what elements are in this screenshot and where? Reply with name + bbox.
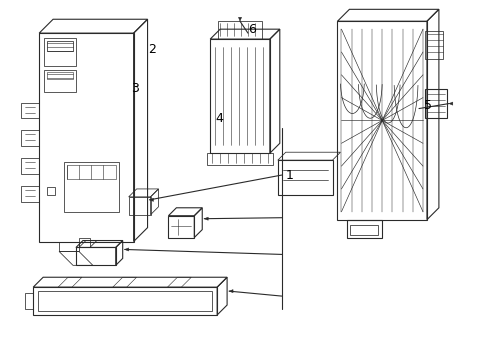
Text: 1: 1 — [286, 168, 294, 181]
Polygon shape — [449, 102, 453, 105]
Bar — [33, 287, 217, 315]
Bar — [47, 187, 55, 195]
Bar — [59, 242, 79, 251]
Text: 4: 4 — [215, 112, 223, 125]
Polygon shape — [149, 198, 153, 202]
Bar — [64, 162, 119, 212]
Polygon shape — [239, 17, 242, 21]
Bar — [278, 160, 333, 195]
Bar — [39, 33, 134, 242]
Text: 2: 2 — [148, 42, 156, 55]
Bar — [210, 39, 270, 153]
Polygon shape — [204, 217, 208, 220]
Text: 6: 6 — [248, 23, 256, 36]
Bar — [67, 165, 116, 179]
Bar — [425, 89, 447, 118]
Text: 3: 3 — [131, 82, 139, 95]
Bar — [338, 21, 427, 220]
Bar — [47, 41, 73, 51]
Polygon shape — [229, 289, 233, 293]
Bar — [47, 72, 73, 79]
Bar — [38, 291, 212, 311]
Bar — [44, 70, 76, 92]
Bar — [76, 247, 116, 265]
Bar — [347, 220, 382, 238]
Bar — [218, 21, 262, 39]
Bar — [350, 225, 378, 235]
Bar — [169, 216, 195, 238]
Bar — [44, 38, 76, 66]
Bar — [129, 197, 150, 215]
Text: 5: 5 — [424, 99, 432, 112]
Bar — [425, 31, 443, 59]
Bar — [207, 153, 273, 165]
Polygon shape — [124, 248, 129, 251]
